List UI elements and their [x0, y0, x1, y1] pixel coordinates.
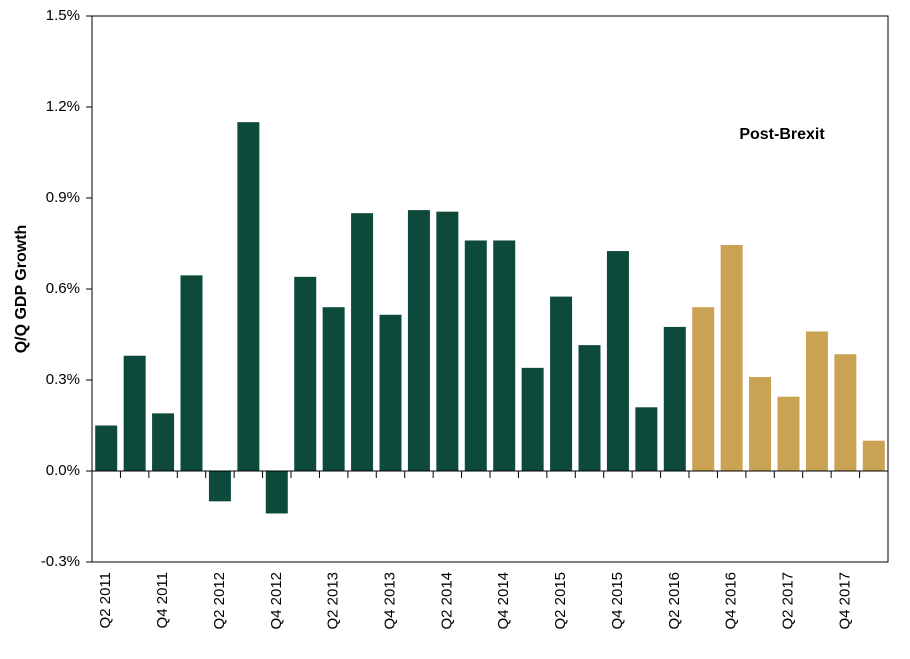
x-tick-label: Q4 2017	[836, 572, 853, 630]
bar	[749, 376, 772, 471]
bar	[635, 407, 658, 471]
bar	[663, 326, 686, 471]
bar	[407, 210, 430, 471]
x-tick-label: Q4 2016	[723, 572, 740, 630]
bar	[464, 240, 487, 471]
x-tick-label: Q4 2012	[268, 572, 285, 630]
bar	[862, 440, 885, 471]
x-tick-label: Q4 2013	[381, 572, 398, 630]
bar	[180, 275, 203, 471]
bar	[152, 413, 175, 471]
bar	[265, 471, 288, 514]
bar	[294, 276, 317, 471]
bar	[351, 213, 374, 471]
y-tick-label: 0.9%	[46, 189, 80, 206]
x-tick-label: Q2 2016	[666, 572, 683, 630]
y-tick-label: -0.3%	[41, 553, 80, 570]
y-tick-label: 0.0%	[46, 462, 80, 479]
x-tick-label: Q2 2017	[779, 572, 796, 630]
x-tick-label: Q2 2012	[211, 572, 228, 630]
x-tick-label: Q2 2014	[438, 572, 455, 630]
bar	[550, 296, 573, 471]
y-tick-label: 1.5%	[46, 7, 80, 24]
y-axis-label: Q/Q GDP Growth	[13, 225, 30, 354]
x-tick-label: Q4 2014	[495, 572, 512, 630]
x-tick-label: Q4 2015	[609, 572, 626, 630]
bar	[805, 331, 828, 471]
bar	[493, 240, 516, 471]
y-tick-label: 0.6%	[46, 280, 80, 297]
bar	[521, 367, 544, 471]
bar	[578, 345, 601, 471]
x-tick-label: Q4 2011	[154, 572, 171, 628]
bar	[777, 396, 800, 471]
bar	[237, 122, 260, 472]
y-tick-label: 1.2%	[46, 98, 80, 115]
bar	[322, 307, 345, 471]
bar	[436, 211, 459, 471]
bar	[95, 425, 118, 471]
x-tick-label: Q2 2011	[97, 572, 114, 628]
bar	[606, 251, 629, 471]
bar	[720, 245, 743, 471]
y-tick-label: 0.3%	[46, 371, 80, 388]
bar	[208, 471, 231, 502]
annotation: Post-Brexit	[739, 126, 825, 143]
bar	[834, 354, 857, 471]
bar	[692, 307, 715, 471]
x-tick-label: Q2 2013	[325, 572, 342, 630]
x-tick-label: Q2 2015	[552, 572, 569, 630]
bar	[379, 314, 402, 471]
bar	[123, 355, 146, 471]
